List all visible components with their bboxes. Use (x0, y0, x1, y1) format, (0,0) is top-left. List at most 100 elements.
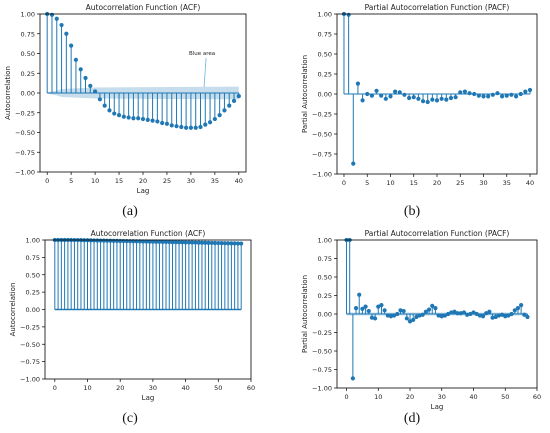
y-tick-label: −0.75 (312, 366, 332, 374)
stem-marker (199, 240, 205, 245)
stem-marker (95, 238, 100, 243)
stem-marker (196, 240, 201, 245)
stem-marker (467, 91, 472, 96)
stem-marker (183, 240, 188, 245)
stem-marker (167, 239, 172, 245)
stem-marker (346, 12, 351, 17)
stem-marker (401, 308, 406, 314)
stem-marker (157, 239, 162, 244)
stem-marker (227, 103, 232, 108)
stem-marker (487, 309, 492, 314)
stem-marker (407, 319, 413, 324)
stem-marker (207, 120, 213, 125)
stem-marker (360, 98, 365, 103)
y-tick-label: 0.75 (21, 30, 35, 38)
stem-marker (385, 313, 390, 318)
stem-marker (525, 314, 530, 320)
y-tick-label: −0.50 (15, 129, 35, 137)
stem-marker (353, 305, 359, 311)
stem-marker (436, 313, 441, 318)
stem-marker (186, 240, 191, 245)
stem-marker (496, 313, 502, 318)
stem-marker (206, 240, 211, 245)
stem-marker (107, 108, 112, 113)
chart-title: Partial Autocorrelation Function (PACF) (365, 3, 510, 12)
stem-marker (97, 97, 102, 102)
stem-marker (509, 92, 514, 97)
stem-marker (193, 125, 198, 130)
chart-panel-b: Partial Autocorrelation Function (PACF) −… (275, 0, 550, 200)
stem-marker (78, 67, 83, 72)
stem-marker (155, 119, 160, 124)
stem-marker (439, 96, 444, 101)
caption-d: (d) (403, 411, 421, 426)
stem-marker (184, 125, 189, 130)
y-tick-label: −0.50 (312, 131, 332, 139)
pacf-chart-b: Partial Autocorrelation Function (PACF) −… (301, 3, 538, 187)
stem-marker (512, 308, 517, 313)
stem-marker (490, 92, 495, 97)
stem-marker (64, 31, 69, 36)
stem-marker (174, 124, 179, 129)
stem-marker (453, 95, 458, 100)
stem-marker (468, 311, 473, 317)
stem-marker (411, 317, 416, 323)
x-tick-label: 10 (91, 177, 99, 185)
x-tick-label: 50 (501, 393, 509, 401)
y-axis-label: Partial Autocorrelation (301, 275, 309, 353)
x-tick-label: 30 (438, 393, 446, 401)
stem-marker (449, 310, 454, 315)
stem-marker (121, 114, 126, 119)
stem-marker (188, 125, 194, 130)
chart-panel-a: Autocorrelation Function (ACF) −1.00 −0.75… (0, 0, 275, 200)
stem-marker (203, 240, 208, 245)
stem-marker (154, 239, 159, 244)
x-tick-label: 15 (410, 179, 418, 187)
stem-marker (458, 90, 463, 95)
y-tick-label: 0.50 (318, 274, 332, 282)
stem-marker (383, 96, 388, 101)
stem-marker (414, 314, 419, 320)
x-axis-label: Lag (142, 394, 155, 402)
stem-marker (231, 98, 237, 103)
stem-marker (144, 239, 149, 244)
chart-panel-d: Partial Autocorrelation Function (PACF) −… (275, 227, 550, 427)
stem-marker (160, 120, 165, 126)
y-tick-label: −1.00 (312, 385, 332, 393)
x-axis-label: Lag (431, 403, 444, 411)
stem-marker (150, 239, 156, 244)
x-tick-label: 40 (235, 177, 243, 185)
caption-b: (b) (403, 204, 421, 219)
stem-marker (379, 303, 384, 308)
stem-marker (232, 241, 237, 246)
x-axis-label: Lag (137, 187, 150, 195)
stem-marker (222, 108, 227, 113)
stem-marker (376, 304, 381, 309)
stem-marker (73, 57, 79, 62)
x-tick-label: 15 (115, 177, 123, 185)
stem-marker (523, 89, 528, 94)
stem-marker (176, 240, 182, 245)
annotation-label: Blue area (189, 51, 215, 57)
y-tick-label: 0.25 (21, 70, 35, 78)
stem-marker (369, 315, 375, 320)
stem-marker (54, 16, 59, 21)
acf-chart-a: Autocorrelation Function (ACF) −1.00 −0.75… (4, 3, 247, 195)
stem-marker (395, 311, 400, 317)
stem-marker (426, 307, 432, 312)
stem-marker (170, 239, 175, 245)
y-tick-label: 0.50 (21, 50, 35, 58)
y-tick-label: 0.50 (26, 271, 40, 279)
stem-marker (416, 96, 421, 101)
stem-marker (226, 241, 231, 246)
y-tick-label: 0.00 (26, 306, 40, 314)
y-tick-label: −1.00 (20, 376, 40, 384)
caption-a: (a) (122, 204, 138, 219)
stem-marker (461, 310, 467, 315)
y-axis-label: Autocorrelation (9, 283, 17, 337)
y-tick-label: 0.25 (318, 292, 332, 300)
stem-marker (527, 87, 533, 93)
stem-marker (420, 312, 425, 317)
stem-marker (126, 115, 131, 120)
stem-marker (88, 83, 93, 88)
